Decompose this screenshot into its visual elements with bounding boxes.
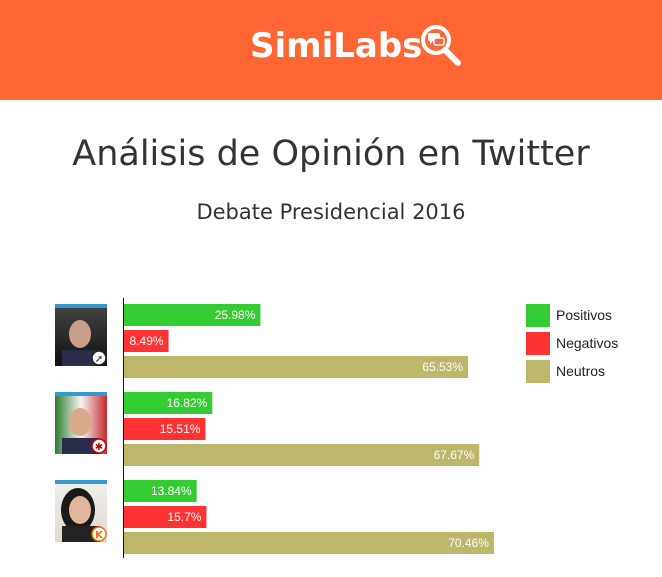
bar-positivos-1	[124, 304, 261, 326]
bar-label-positivos-2: 16.82%	[167, 396, 208, 410]
bar-negativos-2	[124, 418, 206, 440]
bar-label-neutros-2: 67.67%	[434, 448, 475, 462]
candidate-1-avatar: ➚	[55, 304, 107, 366]
legend-swatch-negativos	[526, 332, 550, 355]
header-bar: SimiLabs	[0, 0, 662, 100]
candidate-2-avatar: ✱	[55, 392, 107, 454]
bar-negativos-1	[124, 330, 169, 352]
bar-neutros-1	[124, 356, 469, 378]
bar-label-positivos-3: 13.84%	[151, 484, 192, 498]
legend-label-positivos: Positivos	[556, 307, 612, 323]
svg-text:➚: ➚	[95, 354, 103, 365]
bar-label-negativos-1: 8.49%	[130, 334, 164, 348]
party-badge-fuerza-popular-icon: K	[91, 526, 107, 542]
bar-positivos-3	[124, 480, 197, 502]
legend-label-negativos: Negativos	[556, 335, 618, 351]
magnifier-chat-icon	[421, 25, 461, 66]
party-badge-ppk-icon: ➚	[91, 350, 107, 366]
party-badge-apra-icon: ✱	[91, 438, 107, 454]
bar-label-negativos-2: 15.51%	[160, 422, 201, 436]
svg-text:✱: ✱	[95, 442, 103, 453]
bar-negativos-3	[124, 506, 207, 528]
page-subtitle: Debate Presidencial 2016	[196, 200, 466, 224]
candidate-3-avatar: K	[55, 480, 107, 542]
legend-label-neutros: Neutros	[556, 363, 605, 379]
bar-label-neutros-1: 65.53%	[422, 360, 463, 374]
bar-label-neutros-3: 70.46%	[448, 536, 489, 550]
bar-neutros-3	[124, 532, 494, 554]
bar-neutros-2	[124, 444, 480, 466]
page-title: Análisis de Opinión en Twitter	[72, 134, 590, 174]
svg-text:K: K	[95, 530, 104, 541]
logo-text: SimiLabs	[250, 26, 423, 66]
legend-swatch-positivos	[526, 304, 550, 327]
bar-label-positivos-1: 25.98%	[215, 308, 256, 322]
bar-label-negativos-3: 15.7%	[167, 510, 201, 524]
legend-swatch-neutros	[526, 360, 550, 383]
opinion-bar-chart: ➚ ✱ K 25.98% 8.49% 65.53% 16.82% 15.51% 67.67% 1…	[55, 298, 618, 558]
bar-positivos-2	[124, 392, 213, 414]
